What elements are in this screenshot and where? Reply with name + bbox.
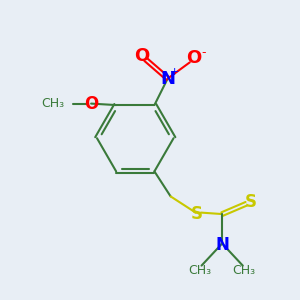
Text: S: S [191, 205, 203, 223]
Text: CH₃: CH₃ [233, 264, 256, 278]
Text: O: O [187, 49, 202, 67]
Text: O: O [84, 94, 98, 112]
Text: +: + [169, 67, 179, 77]
Text: CH₃: CH₃ [188, 264, 212, 278]
Text: N: N [160, 70, 175, 88]
Text: N: N [215, 236, 229, 254]
Text: -: - [202, 46, 206, 59]
Text: O: O [134, 46, 149, 64]
Text: S: S [245, 193, 257, 211]
Text: CH₃: CH₃ [41, 97, 64, 110]
